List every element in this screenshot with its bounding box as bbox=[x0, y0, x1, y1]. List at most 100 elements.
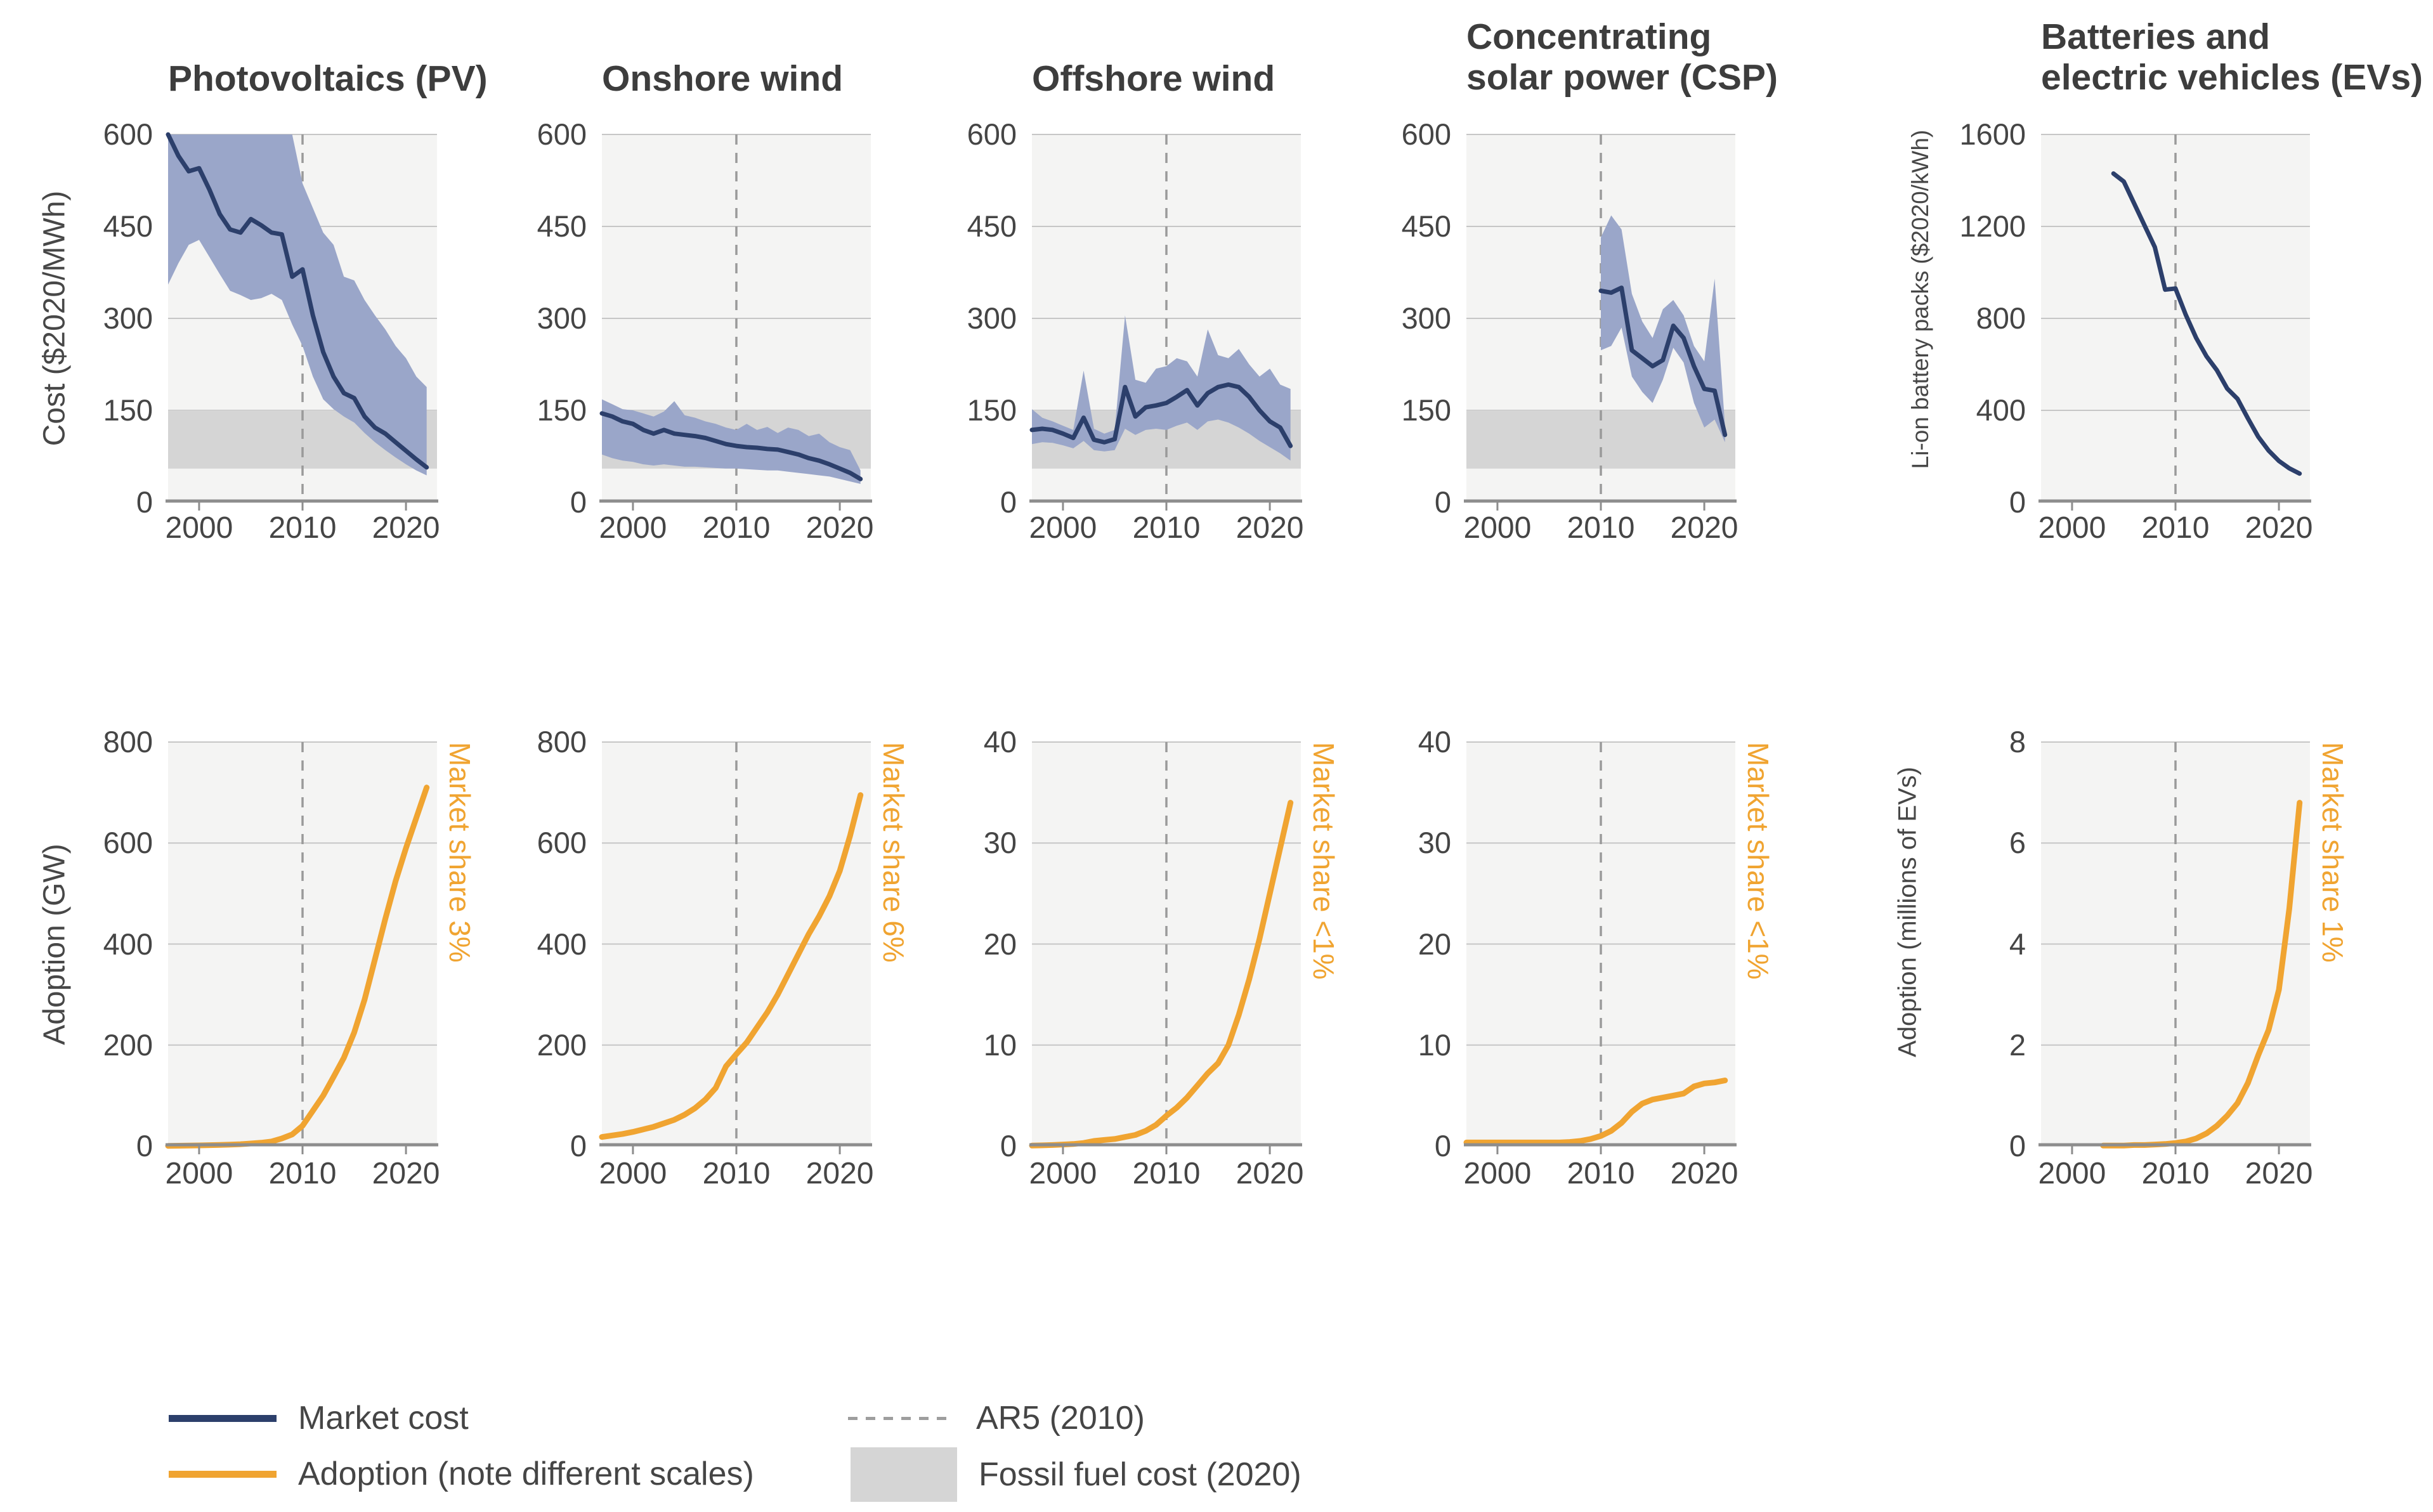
x-tick-label: 2010 bbox=[268, 1157, 337, 1190]
panel-title-csp-cost: Concentrating solar power (CSP) bbox=[1466, 16, 1778, 98]
legend-item-fossil: Fossil fuel cost (2020) bbox=[851, 1447, 1301, 1502]
x-tick-label: 2020 bbox=[1236, 511, 1304, 545]
x-tick-label: 2020 bbox=[372, 511, 440, 545]
y-tick-label: 800 bbox=[1976, 301, 2026, 335]
panel-pv-cost bbox=[166, 132, 438, 514]
legend-label: AR5 (2010) bbox=[976, 1400, 1145, 1437]
y-tick-label: 0 bbox=[570, 1129, 587, 1163]
panel-offshore-adoption bbox=[1029, 741, 1302, 1157]
market-share-label: Market share 6% bbox=[877, 742, 910, 963]
y-tick-label: 4 bbox=[2009, 927, 2026, 961]
y-tick-label: 10 bbox=[1418, 1027, 1451, 1062]
chart-onshore-cost bbox=[599, 134, 872, 511]
panel-title-battery-cost: Batteries and electric vehicles (EVs) bbox=[2041, 16, 2423, 98]
adoption-line-swatch bbox=[169, 1470, 277, 1478]
x-tick-label: 2000 bbox=[2038, 511, 2106, 545]
y-tick-label: 20 bbox=[983, 927, 1017, 961]
x-tick-label: 2010 bbox=[268, 511, 337, 545]
y-tick-label: 0 bbox=[570, 485, 587, 519]
x-tick-label: 2010 bbox=[1567, 511, 1635, 545]
y-tick-label: 450 bbox=[537, 209, 587, 243]
y-tick-label: 300 bbox=[967, 301, 1017, 335]
x-tick-label: 2010 bbox=[1132, 1157, 1201, 1190]
x-tick-label: 2020 bbox=[1236, 1157, 1304, 1190]
x-tick-label: 2020 bbox=[2245, 1157, 2313, 1190]
chart-pv-cost bbox=[166, 132, 438, 511]
market-cost-line bbox=[166, 132, 429, 470]
y-tick-label: 0 bbox=[1000, 485, 1017, 519]
y-tick-label: 0 bbox=[1434, 485, 1451, 519]
ar5-dashed-swatch bbox=[848, 1416, 955, 1420]
fossil-cost-swatch bbox=[851, 1447, 957, 1502]
x-tick-label: 2010 bbox=[702, 511, 771, 545]
chart-pv-adoption bbox=[165, 741, 438, 1154]
y-tick-label: 300 bbox=[537, 301, 587, 335]
legend-item-adoption: Adoption (note different scales) bbox=[169, 1455, 754, 1493]
x-tick-label: 2020 bbox=[2245, 511, 2313, 545]
market-cost-line bbox=[599, 411, 863, 481]
y-tick-label: 10 bbox=[983, 1027, 1017, 1062]
legend-label: Market cost bbox=[298, 1400, 469, 1437]
y-tick-label: 600 bbox=[103, 117, 153, 151]
y-tick-label: 150 bbox=[537, 393, 587, 427]
panel-battery-cost bbox=[2038, 134, 2311, 514]
adoption-line bbox=[599, 792, 864, 1140]
y-tick-label: 200 bbox=[103, 1027, 153, 1062]
x-tick-label: 2000 bbox=[165, 1157, 233, 1190]
y-tick-label: 600 bbox=[537, 826, 587, 860]
panel-ev-adoption bbox=[2038, 741, 2311, 1157]
legend-item-market-cost: Market cost bbox=[169, 1399, 469, 1437]
uncertainty-band bbox=[602, 399, 861, 484]
y-tick-label: 150 bbox=[1401, 393, 1451, 427]
x-tick-label: 2000 bbox=[1029, 1157, 1097, 1190]
chart-offshore-cost bbox=[1029, 134, 1302, 511]
y-tick-label: 0 bbox=[136, 1129, 153, 1163]
y-tick-label: 1600 bbox=[1959, 117, 2026, 151]
market-cost-line bbox=[2111, 171, 2302, 476]
y-tick-label: 0 bbox=[136, 485, 153, 519]
panel-csp-adoption bbox=[1463, 741, 1737, 1157]
chart-offshore-adoption bbox=[1029, 741, 1302, 1154]
uncertainty-band bbox=[168, 134, 427, 476]
y-tick-label: 6 bbox=[2009, 826, 2026, 860]
panel-csp-cost bbox=[1464, 134, 1737, 514]
x-tick-label: 2000 bbox=[1463, 1157, 1532, 1190]
panel-offshore-cost bbox=[1029, 134, 1302, 514]
market-cost-line bbox=[1598, 285, 1728, 438]
x-tick-label: 2020 bbox=[1670, 1157, 1738, 1190]
y-tick-label: 450 bbox=[1401, 209, 1451, 243]
market-cost-line bbox=[1029, 382, 1293, 448]
x-tick-label: 2020 bbox=[806, 511, 874, 545]
x-tick-label: 2010 bbox=[1132, 511, 1201, 545]
y-tick-label: 0 bbox=[1000, 1129, 1017, 1163]
chart-ev-adoption bbox=[2038, 741, 2311, 1154]
legend-label: Fossil fuel cost (2020) bbox=[979, 1456, 1301, 1493]
chart-csp-cost bbox=[1464, 134, 1737, 511]
y-tick-label: 30 bbox=[983, 826, 1017, 860]
y-tick-label: 2 bbox=[2009, 1027, 2026, 1062]
x-tick-label: 2000 bbox=[2038, 1157, 2106, 1190]
y-tick-label: 40 bbox=[983, 725, 1017, 759]
y-tick-label: 450 bbox=[103, 209, 153, 243]
y-tick-label: 0 bbox=[1434, 1129, 1451, 1163]
x-tick-label: 2010 bbox=[2141, 1157, 2210, 1190]
y-tick-label: 600 bbox=[103, 826, 153, 860]
x-tick-label: 2010 bbox=[1567, 1157, 1635, 1190]
legend-item-ar5: AR5 (2010) bbox=[848, 1399, 1145, 1437]
x-tick-label: 2000 bbox=[165, 511, 233, 545]
y-tick-label: 600 bbox=[1401, 117, 1451, 151]
chart-onshore-adoption bbox=[599, 741, 872, 1154]
x-tick-label: 2000 bbox=[599, 511, 667, 545]
panel-onshore-cost bbox=[599, 134, 872, 514]
y-tick-label: 8 bbox=[2009, 725, 2026, 759]
y-tick-label: 800 bbox=[103, 725, 153, 759]
y-tick-label: 1200 bbox=[1959, 209, 2026, 243]
x-tick-label: 2020 bbox=[806, 1157, 874, 1190]
y-tick-label: 400 bbox=[103, 927, 153, 961]
y-tick-label: 200 bbox=[537, 1027, 587, 1062]
market-share-label: Market share <1% bbox=[1742, 742, 1775, 980]
chart-battery-cost bbox=[2038, 134, 2311, 511]
panel-onshore-adoption bbox=[599, 741, 872, 1157]
y-tick-label: 400 bbox=[1976, 393, 2026, 427]
